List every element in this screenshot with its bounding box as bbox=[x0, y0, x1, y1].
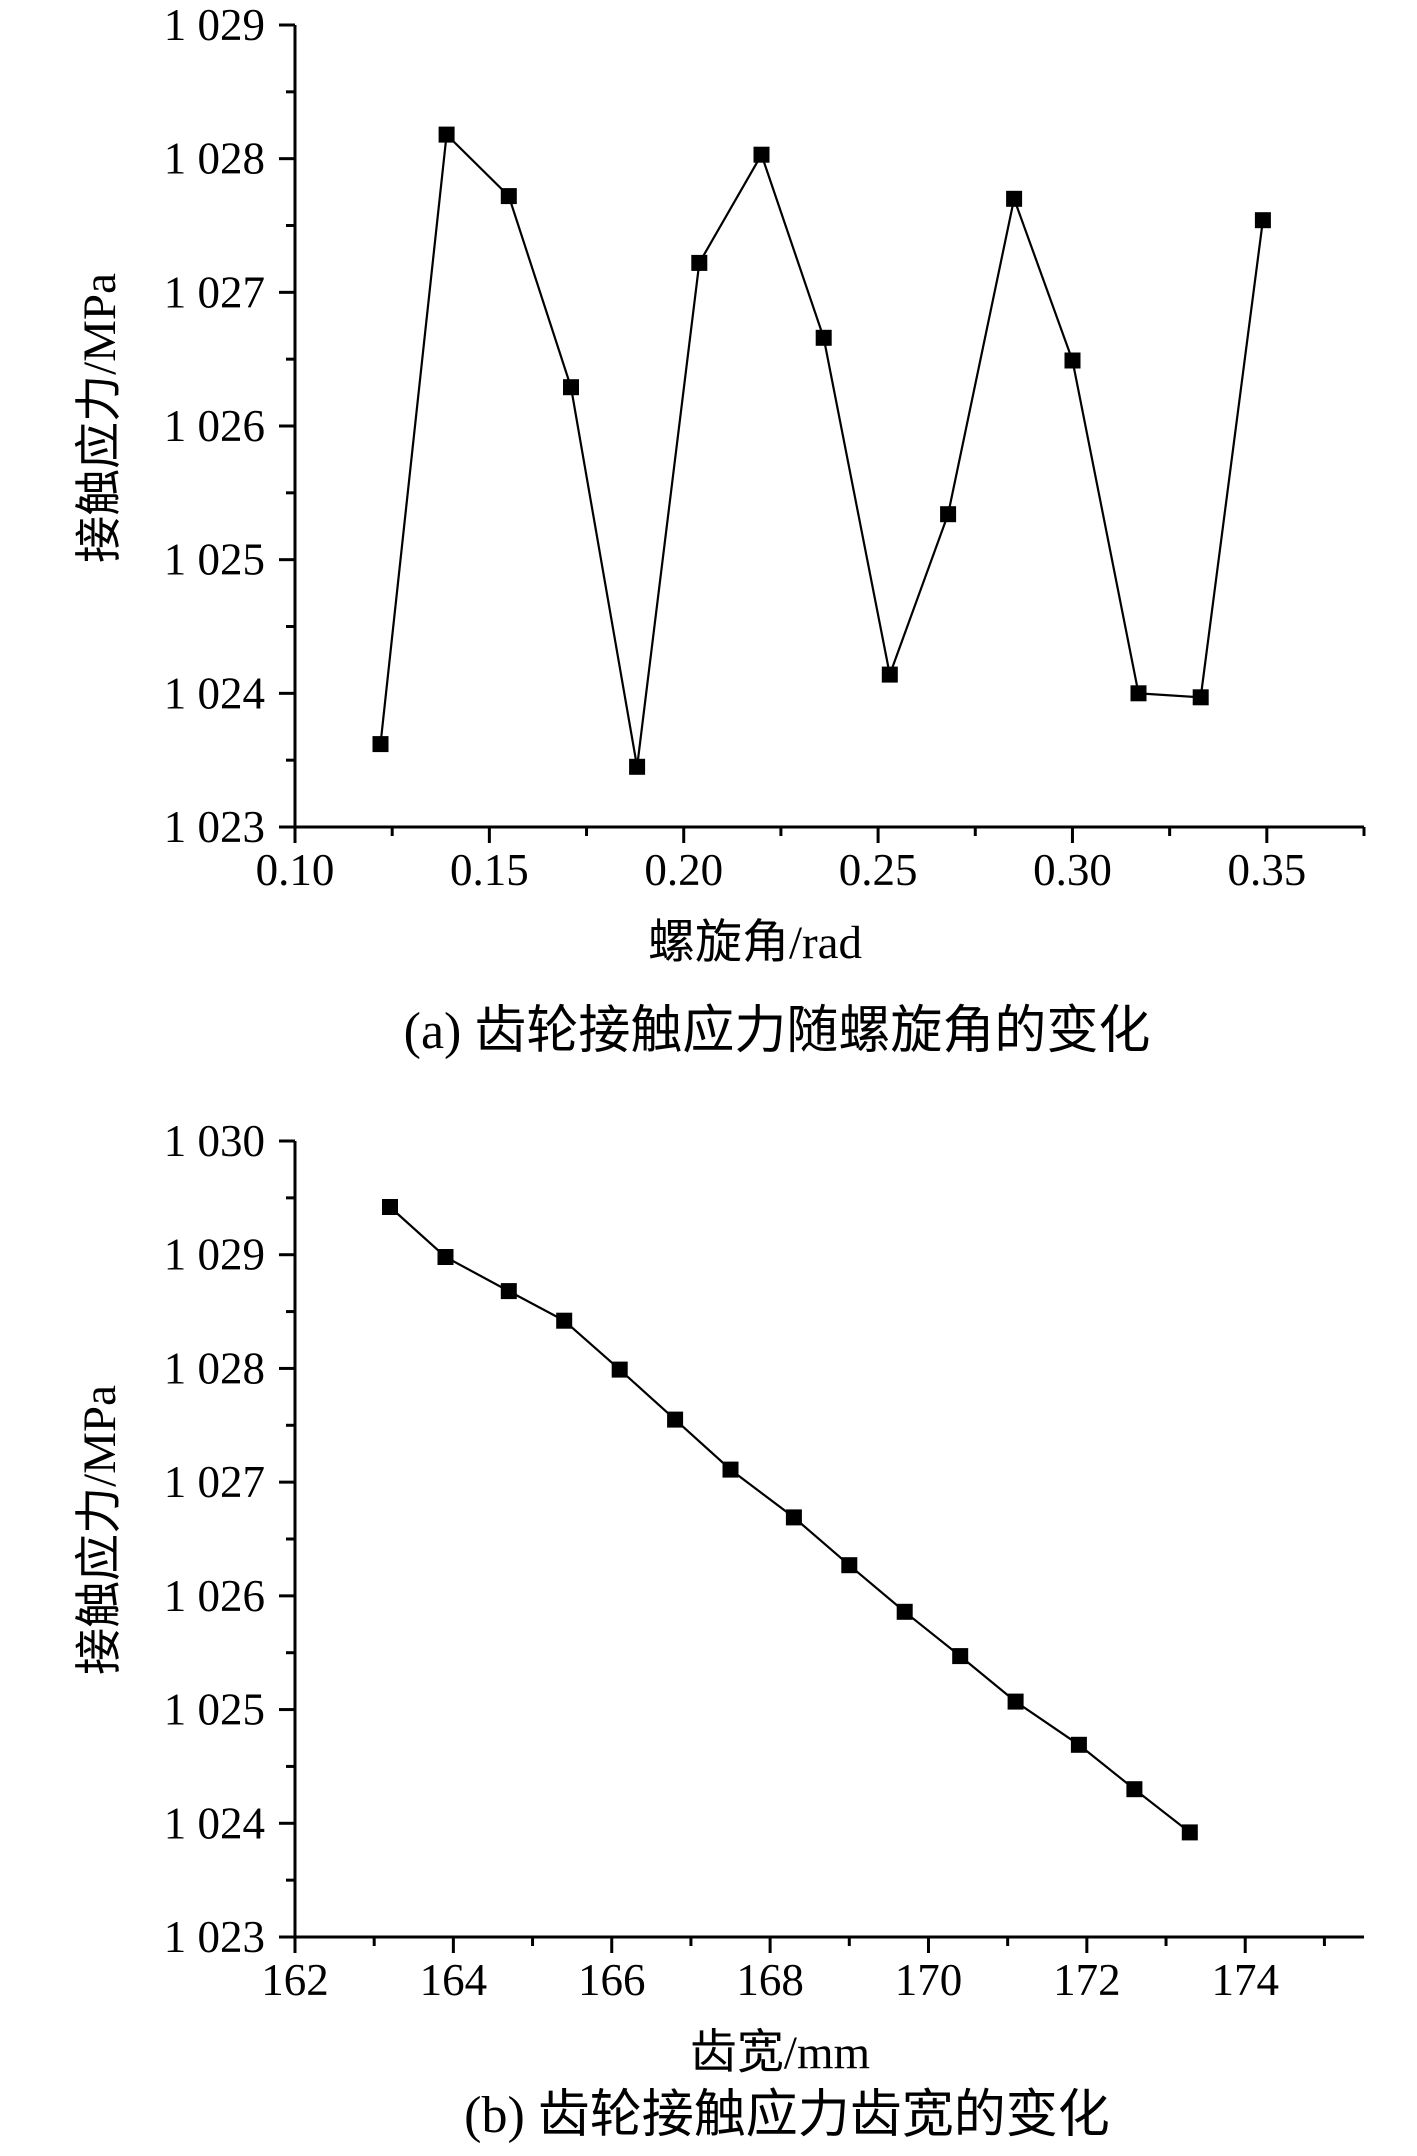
chart-b-data-point bbox=[500, 1283, 517, 1300]
chart-b-y-tick-label: 1 029 bbox=[164, 1230, 265, 1280]
chart-a-y-tick-label: 1 025 bbox=[164, 535, 265, 585]
chart-b-data-point bbox=[785, 1509, 802, 1526]
chart-b-x-tick-label: 174 bbox=[1211, 1955, 1279, 2005]
chart-b-y-tick-label: 1 030 bbox=[164, 1116, 265, 1166]
chart-helix-angle: 1 023 1 024 1 025 1 026 1 027 1 028 1 029 0.10 0… bbox=[74, 0, 1366, 1060]
chart-b-x-axis-label: 齿宽/mm bbox=[690, 2027, 870, 2079]
chart-b-x-tick-label: 172 bbox=[1053, 1955, 1121, 2005]
chart-a-y-tick-label: 1 028 bbox=[164, 134, 265, 184]
chart-a-data-point bbox=[691, 254, 708, 271]
chart-b-y-tick-label: 1 024 bbox=[164, 1798, 265, 1848]
chart-b-x-tick-label: 170 bbox=[895, 1955, 963, 2005]
chart-b-y-axis-label: 接触应力/MPa bbox=[74, 1385, 126, 1675]
chart-a-x-axis-label: 螺旋角/rad bbox=[648, 917, 862, 969]
chart-a-y-tick-label: 1 026 bbox=[164, 401, 265, 451]
chart-b-data-point bbox=[382, 1199, 398, 1215]
chart-b-data-point bbox=[667, 1411, 684, 1428]
chart-b-y-tick-label: 1 026 bbox=[164, 1571, 265, 1621]
chart-b-y-tick-label: 1 025 bbox=[164, 1685, 265, 1735]
chart-b-x-tick-label: 164 bbox=[420, 1955, 488, 2005]
chart-b-data-point bbox=[1181, 1824, 1198, 1841]
chart-a-data-point bbox=[1254, 212, 1271, 229]
chart-b-data-point bbox=[437, 1249, 454, 1265]
chart-a-y-tick-label: 1 029 bbox=[164, 0, 265, 50]
chart-b-x-tick-label: 168 bbox=[736, 1955, 804, 2005]
chart-a-data-point bbox=[1006, 190, 1023, 207]
chart-a-y-axis-label: 接触应力/MPa bbox=[74, 273, 126, 563]
chart-a-data-point bbox=[563, 379, 579, 396]
chart-a-y-tick-label: 1 024 bbox=[164, 668, 265, 718]
chart-a-data-point bbox=[438, 126, 455, 143]
chart-b-data-point bbox=[556, 1312, 573, 1329]
chart-b-data-point bbox=[1007, 1693, 1024, 1710]
chart-a-data-point bbox=[1192, 689, 1209, 706]
chart-b-x-tick-label: 162 bbox=[261, 1955, 329, 2005]
chart-b-data-point bbox=[841, 1557, 858, 1574]
chart-b-x-tick-label: 166 bbox=[578, 1955, 646, 2005]
chart-a-x-tick-label: 0.15 bbox=[450, 845, 529, 895]
chart-b-data-point bbox=[1070, 1736, 1087, 1753]
chart-a-data-point bbox=[1130, 685, 1147, 702]
chart-b-data-point bbox=[722, 1461, 739, 1478]
chart-b-data-point bbox=[611, 1361, 628, 1378]
chart-a-x-tick-label: 0.25 bbox=[839, 845, 918, 895]
chart-a-x-tick-label: 0.35 bbox=[1227, 845, 1306, 895]
chart-a-marks: 1 023 1 024 1 025 1 026 1 027 1 028 1 029 0.10 0… bbox=[164, 0, 1366, 895]
chart-b-marks: 1 023 1 024 1 025 1 026 1 027 1 028 1 029 1 030… bbox=[164, 1116, 1364, 2005]
chart-a-y-tick-label: 1 023 bbox=[164, 802, 265, 852]
chart-a-data-point bbox=[372, 736, 389, 753]
chart-a-data-point bbox=[881, 666, 898, 683]
chart-a-data-point bbox=[629, 758, 646, 775]
chart-a-data-point bbox=[1064, 352, 1081, 369]
chart-a-data-point bbox=[815, 329, 832, 346]
chart-a-data-point bbox=[940, 506, 957, 523]
chart-a-x-tick-label: 0.30 bbox=[1033, 845, 1112, 895]
chart-b-data-point bbox=[896, 1603, 913, 1620]
chart-a-data-point bbox=[753, 146, 770, 163]
chart-b-y-tick-label: 1 023 bbox=[164, 1912, 265, 1962]
chart-tooth-width: 1 023 1 024 1 025 1 026 1 027 1 028 1 029 1 030… bbox=[74, 1116, 1364, 2144]
chart-b-caption: (b) 齿轮接触应力齿宽的变化 bbox=[464, 2087, 1110, 2144]
chart-a-data-point bbox=[500, 188, 517, 205]
chart-b-data-point bbox=[1126, 1781, 1143, 1798]
chart-a-series-line bbox=[379, 132, 1264, 767]
chart-b-y-tick-label: 1 028 bbox=[164, 1343, 265, 1393]
chart-b-data-point bbox=[952, 1648, 969, 1665]
chart-a-x-tick-label: 0.20 bbox=[644, 845, 723, 895]
chart-a-y-tick-label: 1 027 bbox=[164, 267, 265, 317]
chart-a-x-tick-label: 0.10 bbox=[256, 845, 335, 895]
chart-b-y-tick-label: 1 027 bbox=[164, 1457, 265, 1507]
chart-a-caption: (a) 齿轮接触应力随螺旋角的变化 bbox=[404, 1003, 1151, 1060]
